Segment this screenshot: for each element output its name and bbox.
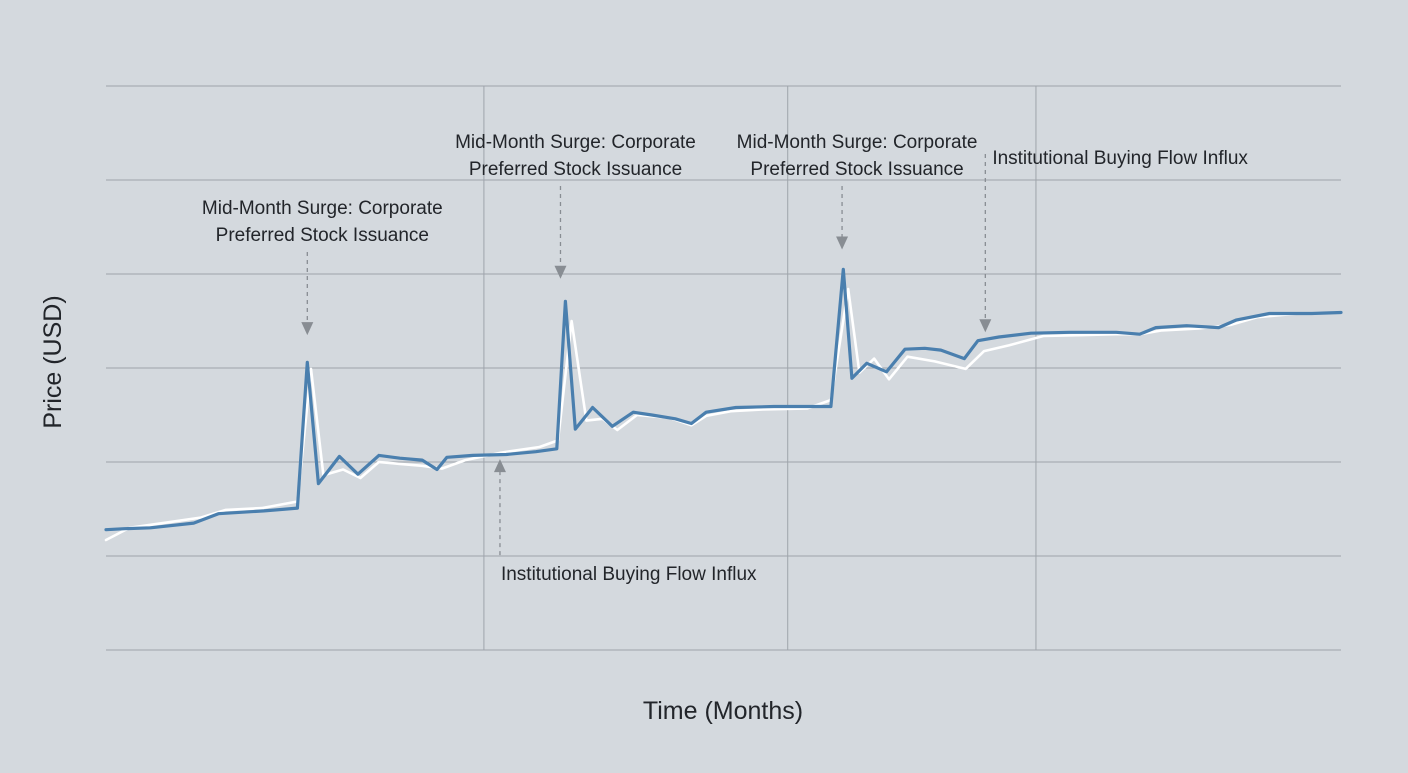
x-axis-label: Time (Months) (643, 697, 803, 725)
annotation-text: Preferred Stock Issuance (750, 159, 963, 180)
annotation-text: Mid-Month Surge: Corporate (455, 132, 696, 153)
annotation-arrow (554, 265, 567, 279)
annotation-arrow (836, 236, 849, 250)
series-line-primary (104, 267, 1343, 532)
annotation-arrow (979, 319, 992, 333)
annotation: Mid-Month Surge: Corporate Preferred Stoc… (737, 132, 978, 250)
annotation-text: Mid-Month Surge: Corporate (202, 198, 443, 219)
annotation: Institutional Buying Flow Influx (493, 459, 757, 585)
annotation: Mid-Month Surge: Corporate Preferred Stoc… (455, 132, 696, 279)
annotation-text: Mid-Month Surge: Corporate (737, 132, 978, 153)
series-layer (104, 267, 1343, 542)
annotation-arrow (493, 459, 506, 473)
annotation: Institutional Buying Flow Influx (979, 148, 1248, 333)
annotation-text: Preferred Stock Issuance (216, 225, 429, 246)
annotation: Mid-Month Surge: Corporate Preferred Stoc… (202, 198, 443, 336)
annotation-text: Preferred Stock Issuance (469, 159, 682, 180)
y-axis-label: Price (USD) (39, 295, 67, 428)
annotation-text: Institutional Buying Flow Influx (501, 564, 757, 585)
annotation-layer: Mid-Month Surge: Corporate Preferred Stoc… (202, 132, 1248, 585)
annotation-arrow (301, 322, 314, 336)
annotation-text: Institutional Buying Flow Influx (992, 148, 1248, 169)
